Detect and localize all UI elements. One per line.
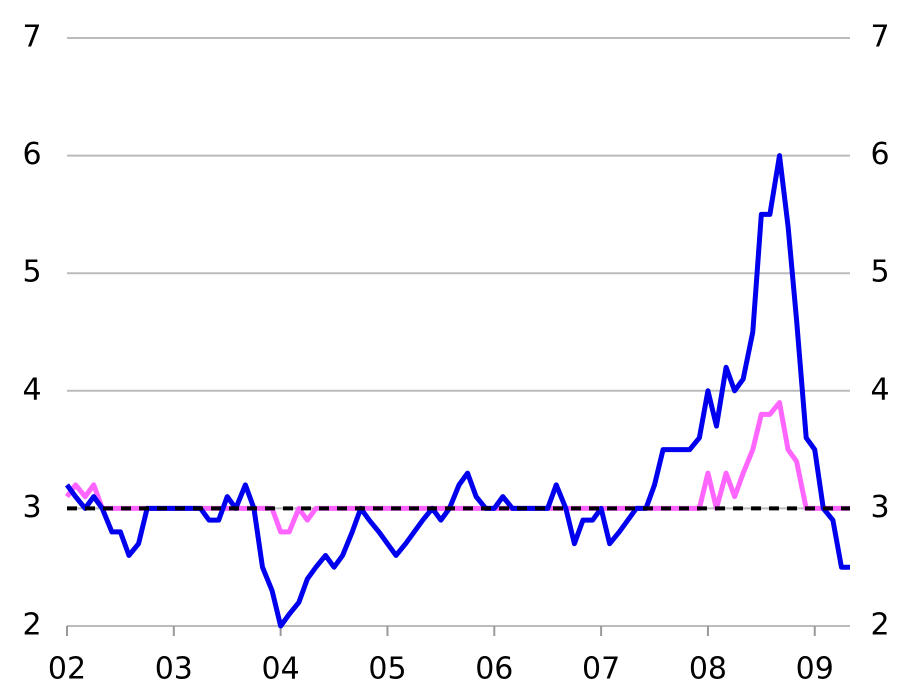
x-tick-label: 09 [796,652,834,687]
x-tick-label: 03 [155,652,193,687]
y-tick-label: 5 [22,255,41,290]
y2-tick-label: 2 [870,608,889,643]
x-tick-label: 08 [689,652,727,687]
x-tick-label: 06 [475,652,513,687]
y-tick-label: 4 [22,372,41,407]
y-tick-label: 3 [22,490,41,525]
x-tick-label: 07 [582,652,620,687]
y2-tick-label: 7 [870,20,889,55]
x-tick-label: 02 [48,652,86,687]
y-tick-label: 6 [22,137,41,172]
series-line [64,400,850,535]
y2-tick-label: 4 [870,372,889,407]
y2-tick-label: 6 [870,137,889,172]
x-tick-label: 05 [368,652,406,687]
y-tick-label: 2 [22,608,41,643]
y-tick-label: 7 [22,20,41,55]
x-tick-label: 04 [262,652,300,687]
y2-tick-label: 5 [870,255,889,290]
y2-tick-label: 3 [870,490,889,525]
